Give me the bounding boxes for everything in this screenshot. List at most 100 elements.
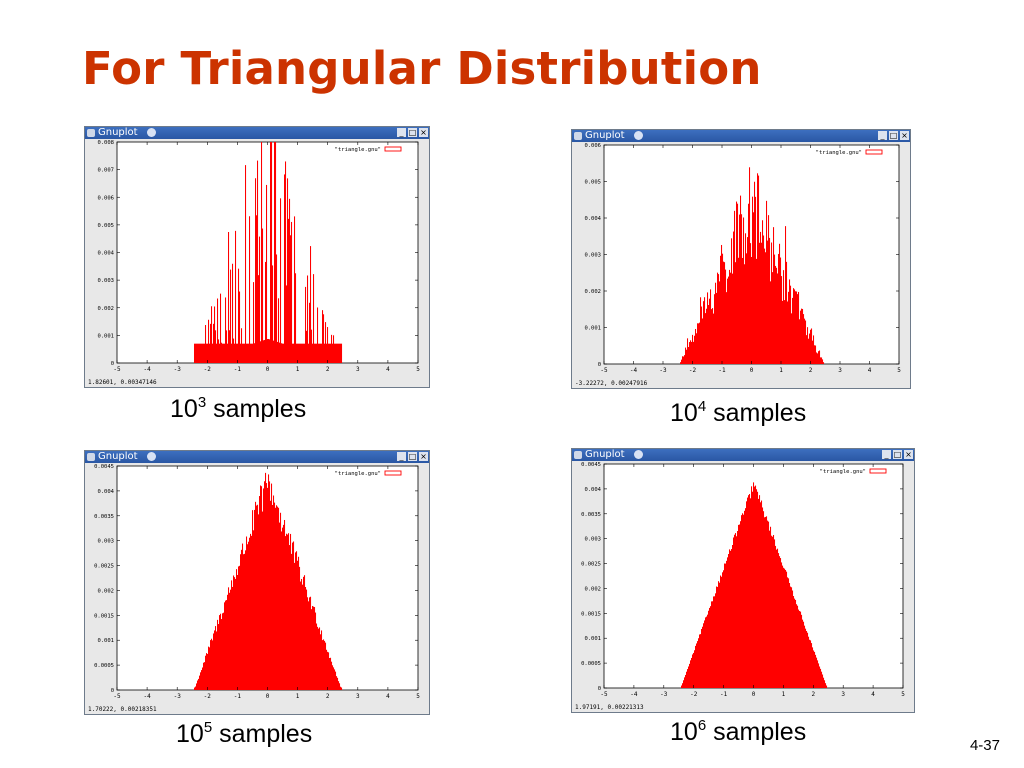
histogram-bar: [306, 589, 308, 690]
histogram-bar: [280, 198, 282, 363]
histogram-bar: [227, 594, 229, 690]
close-button[interactable]: ×: [419, 452, 428, 461]
histogram-bar: [293, 541, 295, 690]
histogram-bar: [275, 142, 277, 363]
x-tick-label: -4: [143, 693, 151, 700]
histogram-bar: [242, 543, 244, 690]
histogram-plot: -5 -4 -3 -2 -1 0 1 2 3 4 5 0 0.001 0.002 0.003 0.004 0.0…: [97, 140, 420, 373]
histogram-bar: [282, 527, 284, 690]
histogram-bar: [311, 329, 313, 363]
shade-icon[interactable]: [147, 452, 156, 461]
histogram-bar: [303, 576, 305, 690]
histogram-bar: [689, 342, 691, 364]
histogram-bar: [823, 677, 825, 688]
histogram-bar: [794, 289, 796, 364]
histogram-bar: [286, 285, 288, 363]
histogram-bar: [683, 680, 685, 688]
histogram-bar: [210, 640, 212, 690]
histogram-bar: [790, 586, 792, 688]
histogram-bar: [271, 142, 273, 363]
histogram-bar: [711, 309, 713, 364]
y-tick-label: 0.003: [97, 278, 114, 284]
y-tick-label: 0.004: [97, 489, 114, 495]
histogram-bar: [711, 601, 713, 688]
window-titlebar[interactable]: Gnuplot _ □ ×: [572, 449, 914, 461]
histogram-bar: [805, 320, 807, 364]
histogram-bar: [764, 517, 766, 688]
gnuplot-window-1000[interactable]: Gnuplot _ □ × -5 -4 -3 -2 -1 0 1 2 3 4 5 0 0.001 0.00…: [84, 126, 430, 388]
window-titlebar[interactable]: Gnuplot _ □ ×: [85, 451, 429, 463]
window-titlebar[interactable]: Gnuplot _ □ ×: [572, 130, 910, 142]
histogram-plot: -5 -4 -3 -2 -1 0 1 2 3 4 5 0 0.0005 0.001 0.0015 0.002 0…: [581, 462, 905, 698]
y-tick-label: 0: [111, 361, 114, 367]
maximize-button[interactable]: □: [893, 450, 902, 459]
histogram-bar: [289, 198, 291, 363]
histogram-bar: [718, 274, 720, 364]
histogram-bar: [796, 291, 798, 364]
caption-text: samples: [713, 718, 807, 746]
histogram-bar: [743, 217, 745, 364]
minimize-button[interactable]: _: [397, 452, 406, 461]
histogram-bar: [751, 256, 753, 364]
histogram-bar: [759, 495, 761, 688]
histogram-bars: [194, 142, 343, 363]
histogram-bar: [742, 513, 744, 688]
histogram-bar: [296, 551, 298, 690]
histogram-bar: [290, 235, 292, 363]
histogram-bar: [822, 359, 824, 364]
histogram-bar: [308, 601, 310, 690]
histogram-bar: [744, 264, 746, 364]
histogram-bar: [720, 575, 722, 688]
histogram-bar: [696, 643, 698, 688]
page-number: 4-37: [969, 737, 1000, 754]
histogram-bar: [773, 534, 775, 688]
shade-icon[interactable]: [634, 131, 643, 140]
shade-icon[interactable]: [147, 128, 156, 137]
histogram-bar: [239, 291, 241, 363]
y-tick-label: 0.003: [584, 537, 601, 543]
histogram-bar: [239, 565, 241, 690]
caption-exponent: 6: [697, 717, 707, 734]
minimize-button[interactable]: _: [878, 131, 887, 140]
histogram-bar: [788, 578, 790, 688]
maximize-button[interactable]: □: [408, 128, 417, 137]
histogram-bar: [745, 233, 747, 364]
maximize-button[interactable]: □: [408, 452, 417, 461]
histogram-bar: [688, 666, 690, 688]
close-button[interactable]: ×: [900, 131, 909, 140]
window-titlebar[interactable]: Gnuplot _ □ ×: [85, 127, 429, 139]
slide-title: For Triangular Distribution: [82, 42, 762, 95]
histogram-bar: [733, 537, 735, 688]
histogram-bar: [757, 491, 759, 688]
histogram-bar: [680, 362, 682, 364]
gnuplot-window-10000[interactable]: Gnuplot _ □ × -5 -4 -3 -2 -1 0 1 2 3 4 5 0 0.001 0.00…: [571, 129, 911, 389]
close-button[interactable]: ×: [904, 450, 913, 459]
histogram-bar: [752, 491, 754, 688]
histogram-bar: [749, 167, 751, 364]
histogram-bar: [221, 619, 223, 690]
histogram-bar: [685, 674, 687, 688]
histogram-bar: [818, 351, 820, 364]
histogram-bar: [808, 636, 810, 688]
y-tick-label: 0.007: [97, 168, 114, 174]
histogram-bar: [203, 343, 205, 363]
minimize-button[interactable]: _: [397, 128, 406, 137]
histogram-bar: [312, 605, 314, 690]
histogram-bar: [310, 246, 312, 363]
histogram-bar: [252, 343, 254, 363]
gnuplot-window-100000[interactable]: Gnuplot _ □ × -5 -4 -3 -2 -1 0 1 2 3 4 5 0 0.0005 0.0…: [84, 450, 430, 715]
minimize-button[interactable]: _: [882, 450, 891, 459]
histogram-bar: [258, 275, 260, 363]
histogram-bar: [701, 306, 703, 364]
histogram-bar: [243, 343, 245, 363]
close-button[interactable]: ×: [419, 128, 428, 137]
maximize-button[interactable]: □: [889, 131, 898, 140]
histogram-bar: [326, 343, 328, 363]
gnuplot-window-1000000[interactable]: Gnuplot _ □ × -5 -4 -3 -2 -1 0 1 2 3 4 5 0 0.0005 0.0…: [571, 448, 915, 713]
y-tick-label: 0.0045: [94, 464, 114, 470]
histogram-bar: [246, 343, 248, 363]
y-tick-label: 0.0035: [94, 514, 114, 520]
histogram-bar: [737, 531, 739, 688]
histogram-bar: [331, 334, 333, 363]
shade-icon[interactable]: [634, 450, 643, 459]
